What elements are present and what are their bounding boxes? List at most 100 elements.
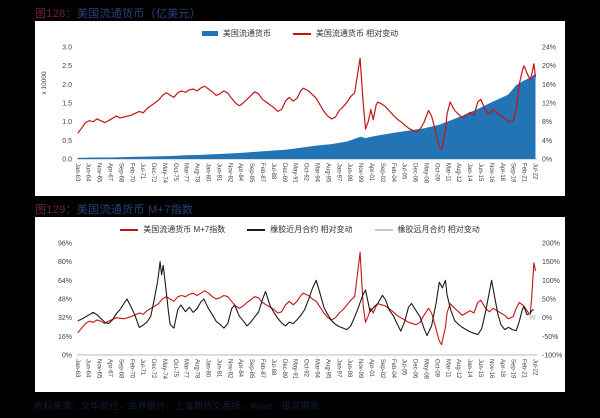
series-rubber-far-line [528, 313, 536, 320]
x-axis-tick: Mar-94 [314, 359, 320, 379]
left-axis-tick: 2.0 [62, 82, 72, 89]
right-axis-tick: 100% [542, 278, 560, 285]
legend-label: 美国流通货币 M+7指数 [143, 225, 226, 234]
left-axis-tick: 80% [58, 259, 72, 266]
right-axis-tick: 150% [542, 259, 560, 266]
x-axis-tick: Dec-06 [412, 359, 418, 379]
x-axis-tick: Feb-70 [128, 163, 134, 183]
left-axis-tick: 1.0 [62, 119, 72, 126]
x-axis-tick: Aug-95 [324, 163, 330, 183]
x-axis-tick: Jul-88 [270, 163, 276, 180]
x-axis-tick: Oct-92 [303, 359, 309, 378]
right-axis-tick: 16% [542, 82, 556, 89]
x-axis-tick: Mar-94 [314, 163, 320, 183]
x-axis-tick: Aug-78 [194, 163, 200, 183]
legend-item: 橡胶近月合约 相对变动 [247, 224, 353, 235]
left-axis-tick: 96% [58, 241, 72, 248]
x-axis-tick: Nov-16 [488, 163, 494, 183]
legend-area-swatch-icon [201, 31, 218, 36]
x-axis-tick: Aug-12 [455, 163, 461, 183]
legend-line-swatch-icon [374, 228, 393, 231]
x-axis-tick: Nov-65 [96, 359, 102, 379]
right-axis-tick: 20% [542, 63, 556, 70]
x-axis-tick: Jul-71 [139, 359, 145, 376]
right-axis-tick: -50% [542, 334, 558, 341]
right-axis-tick: 0% [542, 315, 552, 322]
x-axis-tick: Mar-11 [444, 359, 450, 378]
left-axis-tick: 48% [58, 297, 72, 304]
chart1-title-text: 美国流通货币（亿美元） [76, 8, 202, 20]
x-axis-tick: Oct-09 [433, 359, 439, 378]
x-axis-tick: Nov-82 [226, 163, 232, 183]
x-axis-tick: May-74 [161, 359, 167, 380]
x-axis-tick: Oct-75 [172, 163, 178, 182]
right-axis-tick: -100% [542, 353, 562, 360]
chart1-legend: 美国流通货币 美国流通货币 相对变动 [35, 21, 565, 39]
left-axis-tick: 1.5 [62, 101, 72, 108]
chart2-panel: 美国流通货币 M+7指数 橡胶近月合约 相对变动 橡胶远月合约 相对变动 96% 80… [35, 217, 565, 392]
x-axis-tick: Jun-15 [477, 359, 483, 378]
x-axis-tick: Jul-22 [532, 163, 538, 180]
x-axis-tick: Apr-18 [499, 163, 505, 182]
legend-label: 橡胶远月合约 相对变动 [397, 225, 480, 234]
x-axis-tick: Apr-18 [499, 359, 505, 378]
legend-label: 美国流通货币 [222, 29, 271, 38]
x-axis-tick: Aug-12 [455, 359, 461, 379]
left-axis-tick: 0.0 [62, 157, 72, 164]
x-axis-tick: Jan-97 [335, 359, 341, 378]
right-axis-tick: 50% [542, 297, 556, 304]
x-axis-tick: Feb-21 [521, 163, 527, 183]
x-axis-tick: Jun-98 [346, 359, 352, 378]
x-axis-tick: Nov-82 [226, 359, 232, 379]
chart1-title: 图128：美国流通货币（亿美元） [35, 5, 201, 21]
x-axis-tick: Apr-01 [368, 163, 374, 182]
x-axis-tick: Mar-77 [183, 163, 189, 183]
x-axis-tick: Jun-15 [477, 163, 483, 182]
legend-item: 美国流通货币 相对变动 [292, 28, 399, 39]
x-axis-tick: Feb-04 [390, 163, 396, 183]
x-axis-tick: Feb-70 [128, 359, 134, 379]
x-axis-tick: Sep-02 [379, 163, 385, 183]
legend-label: 美国流通货币 相对变动 [315, 29, 399, 38]
x-axis-tick: May-91 [292, 359, 298, 380]
left-axis-tick: 3.0 [62, 45, 72, 52]
x-axis-tick: Aug-78 [194, 359, 200, 379]
x-axis-tick: May-91 [292, 163, 298, 184]
x-axis-tick: Apr-67 [107, 359, 113, 378]
x-axis-tick: Apr-84 [237, 163, 243, 182]
x-axis-tick: May-74 [161, 163, 167, 184]
x-axis-tick: Sep-68 [117, 359, 123, 379]
x-axis-tick: Jun-98 [346, 163, 352, 182]
x-axis-tick: Feb-87 [259, 163, 265, 183]
x-axis-tick: Sep-85 [248, 359, 254, 379]
x-axis-tick: Apr-01 [368, 359, 374, 378]
source-note: 资料来源：文华财经，世界银行，上海期货交易所，Wind，银河期货 [34, 401, 320, 411]
x-axis-tick: Aug-95 [324, 359, 330, 379]
chart2-title: 图129：美国流通货币 M+7指数 [35, 201, 193, 217]
x-axis-tick: Sep-19 [510, 359, 516, 379]
right-axis-tick: 4% [542, 138, 552, 145]
x-axis-tick: Sep-68 [117, 163, 123, 183]
series-currency-change-line [77, 57, 537, 151]
left-axis-tick: 0% [62, 353, 72, 360]
x-axis-tick: Nov-99 [357, 359, 363, 379]
x-axis-tick: Apr-67 [107, 163, 113, 182]
right-axis-tick: 8% [542, 119, 552, 126]
right-axis-tick: 12% [542, 101, 556, 108]
legend-item: 美国流通货币 M+7指数 [120, 224, 225, 235]
x-axis-tick: Jun-64 [85, 359, 91, 378]
x-axis-tick: Dec-72 [150, 359, 156, 379]
x-axis-tick: Sep-85 [248, 163, 254, 183]
x-axis-tick: Jan-63 [74, 359, 80, 378]
x-axis-tick: Feb-87 [259, 359, 265, 379]
legend-item: 美国流通货币 [201, 28, 271, 39]
x-axis-tick: Jan-80 [205, 163, 211, 182]
x-axis-tick: Feb-04 [390, 359, 396, 379]
x-axis-tick: Jan-97 [335, 163, 341, 182]
x-axis-tick: Dec-06 [412, 163, 418, 183]
x-axis-tick: Jul-88 [270, 359, 276, 376]
legend-line-swatch-icon [120, 228, 139, 231]
right-axis-tick: 0% [542, 157, 552, 164]
x-axis-tick: Feb-21 [521, 359, 527, 379]
